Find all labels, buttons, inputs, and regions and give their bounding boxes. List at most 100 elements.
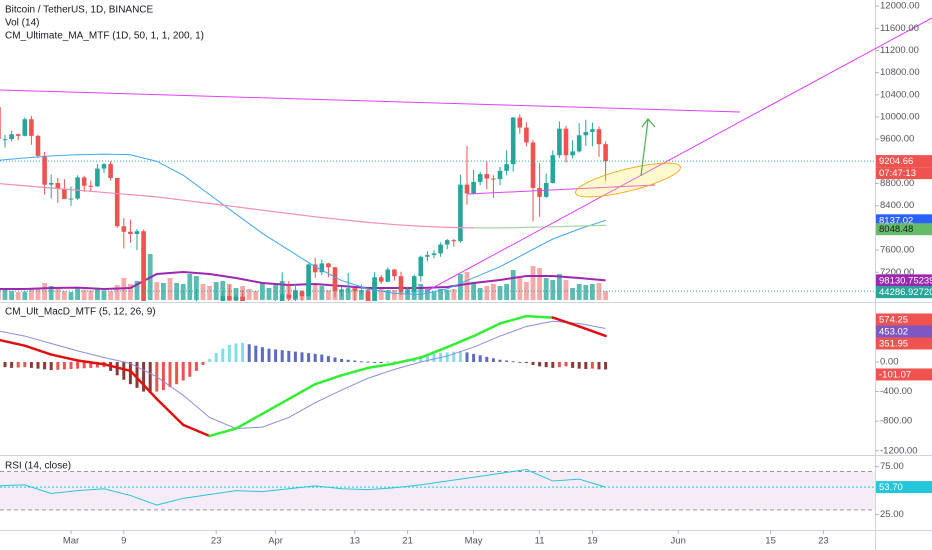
histogram-bar — [511, 361, 515, 363]
candle-body — [378, 277, 384, 282]
trend-line — [467, 184, 656, 195]
volume-bar — [167, 278, 173, 300]
candle-body — [352, 288, 358, 292]
price-badge — [876, 337, 932, 350]
price-badge — [876, 286, 932, 299]
candle-body — [372, 277, 377, 301]
volume-bar — [497, 286, 503, 300]
rsi-band — [0, 471, 875, 510]
histogram-bar — [577, 361, 581, 369]
candle-body — [55, 182, 61, 190]
histogram-bar — [333, 357, 337, 362]
histogram-bar — [10, 361, 14, 368]
candle-body — [451, 240, 457, 242]
price-badge-label: 574.25 — [879, 315, 908, 326]
volume-bar — [187, 274, 193, 300]
macd-line — [234, 412, 264, 430]
candle-body — [345, 288, 351, 290]
candle-body — [530, 142, 536, 188]
volume-bar — [128, 284, 133, 300]
histogram-bar — [353, 360, 357, 362]
rsi-line — [0, 469, 606, 506]
histogram-bar — [472, 353, 476, 362]
y-tick-label: 11200.00 — [880, 45, 919, 56]
x-tick-label: 11 — [535, 536, 545, 547]
price-badge-label: 351.95 — [879, 339, 908, 350]
candle-body — [279, 294, 285, 301]
ma-line — [0, 183, 26, 187]
x-tick-label: 15 — [765, 536, 776, 547]
histogram-bar — [234, 343, 238, 362]
histogram-bar — [188, 361, 192, 377]
candle-body — [227, 296, 232, 301]
candle-body — [603, 144, 608, 162]
y-tick-label: 10400.00 — [880, 89, 920, 100]
candle-body — [0, 107, 1, 140]
countdown-badge — [876, 167, 932, 180]
volume-bar — [392, 290, 397, 300]
histogram-bar — [538, 361, 542, 367]
candle-body — [134, 231, 140, 235]
volume-bar — [484, 286, 490, 300]
volume-bar — [590, 284, 595, 300]
price-badge-label: 8137.02 — [879, 215, 913, 226]
macd-line — [181, 423, 211, 438]
ma-line — [24, 185, 52, 189]
histogram-bar — [280, 350, 284, 362]
macd-pane — [0, 314, 608, 438]
price-badge — [876, 223, 932, 236]
volume-bar — [48, 286, 54, 300]
candle-body — [365, 290, 371, 301]
volume-bar — [537, 268, 542, 300]
candle-body — [240, 296, 245, 301]
y-tick-label: 7200.00 — [880, 267, 914, 278]
volume-bar — [220, 281, 226, 300]
macd-line — [129, 369, 159, 401]
histogram-bar — [135, 361, 139, 388]
histogram-bar — [82, 361, 86, 369]
y-tick-label: 0.00 — [880, 356, 899, 367]
histogram-bar — [531, 361, 535, 365]
candle-body — [339, 289, 344, 292]
histogram-bar — [465, 352, 469, 362]
histogram-bar — [43, 361, 47, 370]
ma-line — [552, 225, 580, 228]
macd-line — [155, 397, 185, 427]
histogram-bar — [62, 361, 66, 370]
volume-bar — [207, 286, 212, 300]
histogram-bar — [194, 361, 198, 371]
volume-bar — [233, 288, 239, 300]
y-tick-label: 75.00 — [880, 461, 904, 472]
candle-body — [81, 177, 87, 186]
x-tick-label: May — [465, 536, 483, 547]
histogram-bar — [175, 361, 179, 385]
ma-line — [50, 187, 79, 191]
study-title: CM_Ultimate_MA_MTF (1D, 50, 1, 1, 200, 1… — [5, 31, 204, 42]
candle-body — [484, 174, 490, 179]
x-tick-label: Jun — [671, 536, 686, 547]
price-badge-label: 44286.927209 — [879, 287, 932, 298]
candle-body — [121, 226, 127, 232]
volume-bar — [35, 288, 41, 300]
y-tick-label: 12000.00 — [880, 1, 920, 12]
histogram-bar — [260, 347, 264, 362]
candle-body — [405, 291, 410, 293]
volume-bar — [42, 283, 47, 300]
candle-body — [48, 182, 54, 185]
histogram-bar — [544, 361, 548, 368]
volume-bar — [88, 290, 94, 300]
candle-body — [385, 269, 391, 282]
macd-line — [287, 382, 317, 401]
x-tick-label: 23 — [211, 536, 222, 547]
candle-body — [590, 129, 595, 132]
histogram-bar — [293, 351, 297, 362]
y-tick-label: 8400.00 — [880, 200, 914, 211]
volume-bar — [260, 283, 265, 300]
study-title: CM_Ult_MacD_MTF (5, 12, 26, 9) — [5, 307, 156, 318]
volume-bar — [477, 288, 483, 300]
macd-line — [445, 334, 475, 349]
histogram-bar — [69, 361, 73, 370]
macd-line — [23, 344, 53, 356]
volume-bar — [194, 276, 199, 300]
candle-body — [418, 256, 424, 277]
